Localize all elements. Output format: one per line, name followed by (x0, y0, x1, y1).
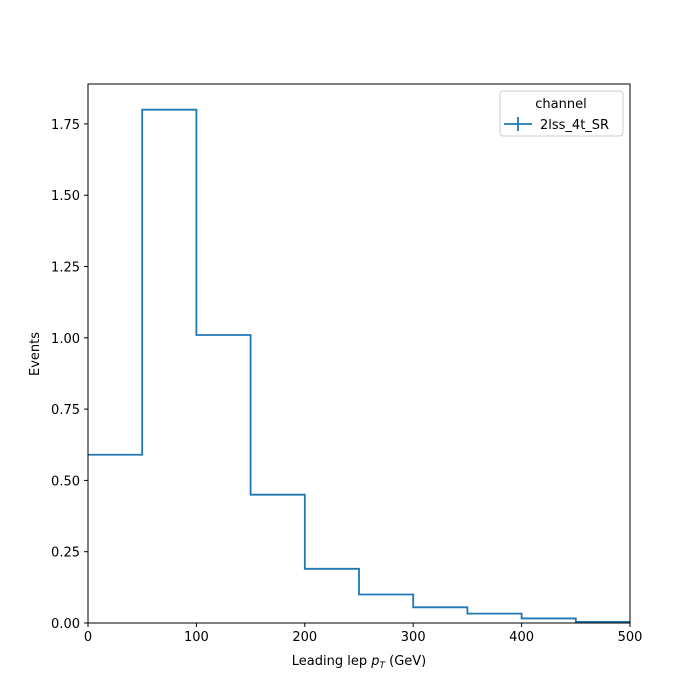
plot-data (88, 108, 630, 623)
x-axis-label-unit: (GeV) (385, 654, 426, 669)
x-tick-label: 400 (509, 630, 534, 645)
x-tick-label: 0 (84, 630, 92, 645)
legend: channel 2lss_4t_SR (499, 90, 624, 137)
x-tick-label: 100 (184, 630, 209, 645)
x-tick-label: 500 (618, 630, 643, 645)
y-tick-label: 0.25 (51, 546, 80, 561)
x-axis-label-subscript: T (379, 661, 386, 671)
x-axis-label-main: Leading lep (292, 654, 371, 669)
y-axis-label: Events (28, 332, 43, 376)
y-tick-label: 0.00 (51, 617, 80, 632)
plot-frame (87, 83, 631, 624)
series-step-line (88, 108, 630, 623)
y-tick-label: 1.50 (51, 189, 80, 204)
x-tick-label: 300 (401, 630, 426, 645)
y-tick-label: 0.75 (51, 403, 80, 418)
x-axis-label: Leading lep pT (GeV) (292, 654, 426, 671)
y-tick-label: 1.75 (51, 118, 80, 133)
legend-entry-label: 2lss_4t_SR (540, 118, 609, 133)
legend-title: channel (535, 97, 586, 112)
y-tick-label: 0.50 (51, 474, 80, 489)
x-tick-label: 200 (292, 630, 317, 645)
axis-ticks: 0 100 200 300 400 500 0.00 0.25 0.50 0.75 1.00 1.25… (51, 118, 642, 645)
x-axis-label-symbol: p (370, 654, 379, 669)
y-tick-label: 1.00 (51, 332, 80, 347)
y-tick-label: 1.25 (51, 261, 80, 276)
